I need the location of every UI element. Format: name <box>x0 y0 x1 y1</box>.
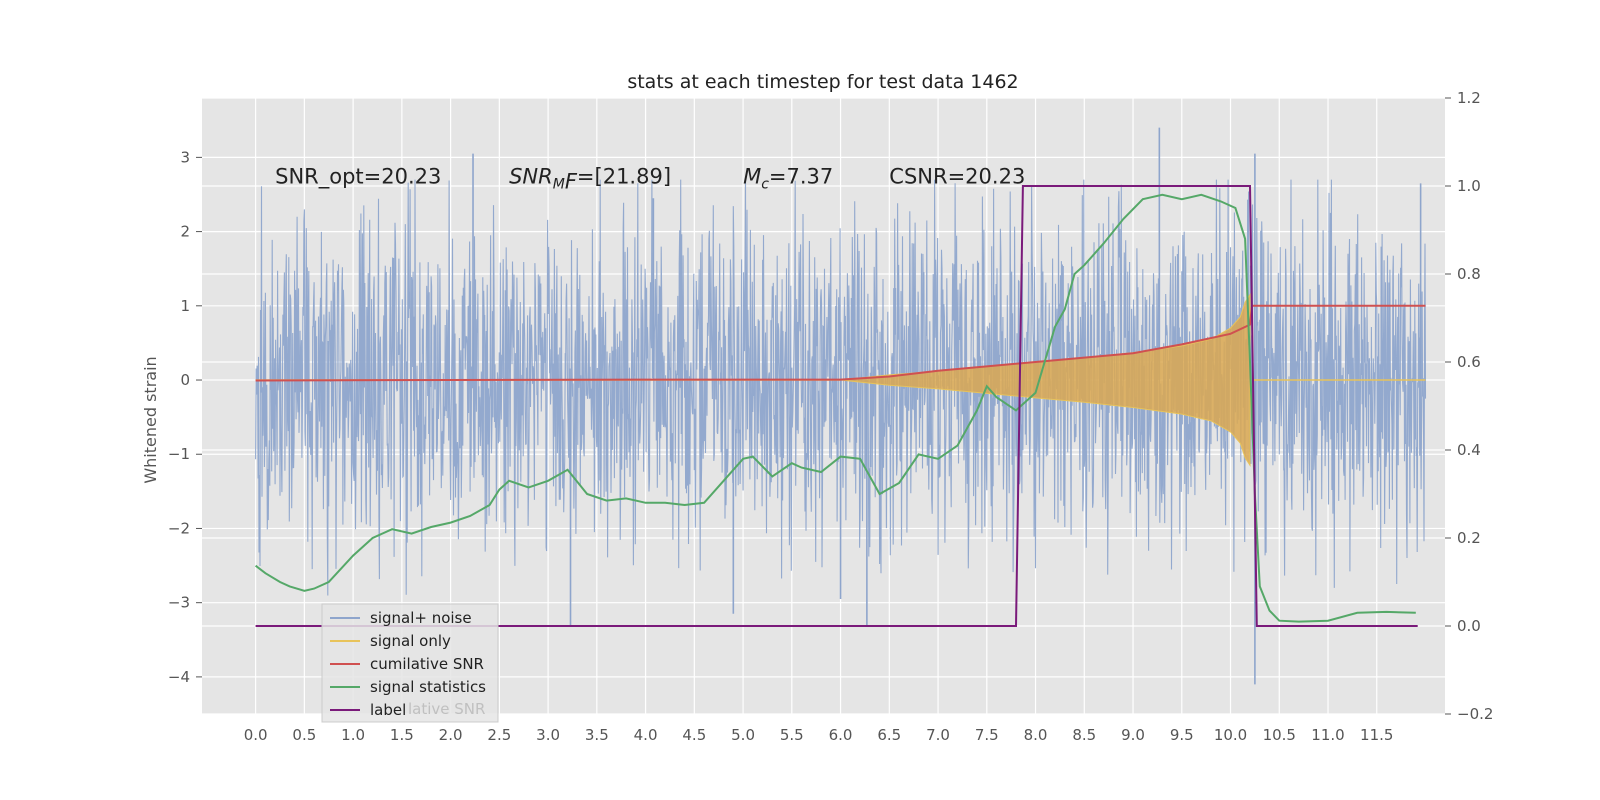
y2-tick-label: 0.4 <box>1457 441 1481 459</box>
annotation-mc: Mc=7.37 <box>743 164 833 192</box>
x-tick-label: 11.5 <box>1360 726 1393 744</box>
x-tick-label: 7.0 <box>926 726 950 744</box>
x-tick-label: 2.0 <box>439 726 463 744</box>
legend: lative SNR signal+ noise signal only cumil… <box>321 603 499 723</box>
y-tick-label: 0 <box>180 371 190 389</box>
y2-tick-label: 0.2 <box>1457 529 1481 547</box>
x-tick-label: 2.5 <box>487 726 511 744</box>
annotation-layer: SNR_opt=20.23 SNRMF=[21.89] Mc=7.37 CSNR=20… <box>275 164 1025 193</box>
x-tick-label: 5.5 <box>780 726 804 744</box>
annotation-csnr: CSNR=20.23 <box>889 164 1025 188</box>
y-tick-label: 2 <box>180 223 190 241</box>
y2-tick-label: 0.0 <box>1457 617 1481 635</box>
annotation-snr-mf: SNRMF=[21.89] <box>509 164 671 193</box>
x-tick-label: 0.5 <box>292 726 316 744</box>
x-tick-label: 1.5 <box>390 726 414 744</box>
y-tick-label: −4 <box>168 668 190 686</box>
legend-label: signal statistics <box>370 678 486 696</box>
legend-label: cumilative SNR <box>370 655 484 673</box>
cumulative-snr-line <box>255 304 1426 382</box>
x-tick-label: 4.5 <box>682 726 706 744</box>
x-tick-label: 1.0 <box>341 726 365 744</box>
x-tick-label: 3.5 <box>585 726 609 744</box>
series-layer <box>254 127 1427 685</box>
y2-tick-label: −0.2 <box>1457 705 1493 723</box>
y-tick-label: 1 <box>180 297 190 315</box>
x-tick-label: 3.0 <box>536 726 560 744</box>
y-axis-label: Whitened strain <box>141 356 160 483</box>
legend-label: signal+ noise <box>370 609 472 627</box>
y2-tick-label: 0.6 <box>1457 353 1481 371</box>
x-tick-label: 7.5 <box>975 726 999 744</box>
y-tick-label: −2 <box>168 519 190 537</box>
legend-label: signal only <box>370 632 451 650</box>
y2-tick-label: 1.2 <box>1457 89 1481 107</box>
legend-ghost-text: lative SNR <box>408 700 485 718</box>
x-tick-label: 8.5 <box>1072 726 1096 744</box>
x-tick-label: 6.5 <box>877 726 901 744</box>
tick-layer: 0.0 0.5 1.0 1.5 2.0 2.5 3.0 3.5 4.0 4.5 5.0 5.5 6.0 6… <box>168 89 1494 744</box>
annotation-snr-opt: SNR_opt=20.23 <box>275 164 441 189</box>
x-tick-label: 4.0 <box>634 726 658 744</box>
x-tick-label: 9.0 <box>1121 726 1145 744</box>
x-tick-label: 0.0 <box>244 726 268 744</box>
legend-label: label <box>370 701 406 719</box>
y-tick-label: 3 <box>180 148 190 166</box>
y-tick-label: −3 <box>168 594 190 612</box>
x-tick-label: 5.0 <box>731 726 755 744</box>
signal-statistics-line <box>254 193 1416 623</box>
y2-tick-label: 1.0 <box>1457 177 1481 195</box>
y2-tick-label: 0.8 <box>1457 265 1481 283</box>
x-tick-label: 10.5 <box>1263 726 1296 744</box>
x-tick-label: 6.0 <box>829 726 853 744</box>
y-tick-label: −1 <box>168 445 190 463</box>
chart-title: stats at each timestep for test data 146… <box>627 71 1018 93</box>
x-tick-label: 9.5 <box>1170 726 1194 744</box>
x-tick-label: 10.0 <box>1214 726 1247 744</box>
x-tick-label: 8.0 <box>1024 726 1048 744</box>
x-tick-label: 11.0 <box>1311 726 1344 744</box>
label-line <box>255 185 1418 627</box>
